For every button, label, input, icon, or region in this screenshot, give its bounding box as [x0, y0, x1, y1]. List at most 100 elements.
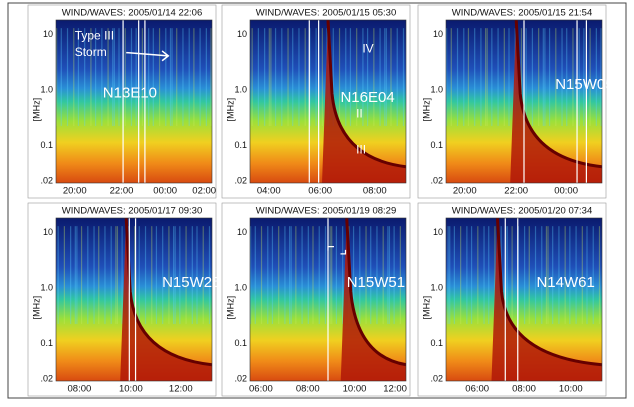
streak	[548, 28, 551, 126]
y-tick-label: 1.0	[234, 282, 247, 292]
streak	[254, 226, 256, 324]
streak	[569, 226, 571, 324]
streak	[56, 28, 58, 126]
streak	[545, 226, 548, 324]
streak	[367, 28, 369, 126]
x-tick-label: 08:00	[296, 384, 320, 395]
streak	[387, 226, 389, 324]
streak	[93, 226, 95, 324]
x-tick-label: 22:00	[504, 186, 528, 197]
streak	[210, 28, 212, 126]
y-tick-label: 1.0	[430, 282, 443, 292]
streak	[168, 226, 170, 324]
streak	[531, 28, 533, 126]
streak	[257, 28, 259, 126]
streak	[491, 28, 493, 126]
streak	[321, 28, 323, 126]
panel: WIND/WAVES: 2005/01/17 09:30 10 1.0 0.1 .02 […	[27, 202, 220, 397]
streak	[600, 28, 602, 126]
streak	[332, 28, 334, 126]
streak	[497, 28, 499, 126]
burst	[491, 218, 602, 381]
streak	[176, 28, 178, 126]
region-label: N13E10	[103, 84, 157, 101]
streak	[191, 226, 193, 324]
panel-title: WIND/WAVES: 2005/01/20 07:34	[452, 206, 592, 217]
streak	[80, 226, 83, 324]
y-axis-label: [MHz]	[225, 296, 235, 320]
streak	[173, 226, 175, 324]
y-tick-label: .02	[430, 373, 443, 383]
streak	[267, 226, 269, 324]
streak	[144, 226, 147, 324]
streak	[115, 226, 117, 324]
streak	[575, 226, 577, 324]
y-tick-label: 1.0	[40, 84, 53, 94]
panel: WIND/WAVES: 2005/01/19 08:29 10 1.0 0.1 .02 […	[221, 202, 411, 397]
streak	[110, 226, 112, 324]
streak	[402, 28, 405, 126]
streak	[130, 28, 133, 126]
spectrogram	[56, 20, 212, 183]
panel: WIND/WAVES: 2005/01/15 21:54 10 1.0 0.1 .02 […	[417, 4, 614, 199]
streak	[284, 226, 286, 324]
y-tick-label: 1.0	[40, 282, 53, 292]
streak	[506, 226, 509, 324]
streak	[152, 28, 154, 126]
streak	[73, 28, 75, 126]
streak	[544, 28, 546, 126]
streak	[66, 28, 69, 126]
streak	[98, 226, 100, 324]
y-tick-label: 10	[433, 227, 443, 237]
streak	[586, 226, 588, 324]
streak	[399, 226, 401, 324]
streak	[84, 28, 86, 126]
streak	[260, 226, 263, 324]
y-tick-label: 1.0	[430, 84, 443, 94]
streak	[379, 28, 381, 126]
y-tick-label: 0.1	[234, 338, 247, 348]
streak	[470, 226, 473, 324]
streak	[270, 28, 272, 126]
x-tick-label: 12:00	[169, 384, 193, 395]
streak	[393, 226, 395, 324]
streak	[118, 28, 120, 126]
streak	[318, 226, 320, 324]
streak	[74, 226, 76, 324]
streak	[295, 226, 297, 324]
streak	[196, 226, 198, 324]
streak	[592, 226, 594, 324]
x-tick-label: 20:00	[453, 186, 477, 197]
image-frame	[55, 217, 213, 382]
streak	[503, 28, 505, 126]
x-tick-label: 10:00	[559, 384, 583, 395]
streak	[483, 226, 485, 324]
streak	[453, 226, 455, 324]
y-tick-label: 10	[237, 29, 247, 39]
streak	[307, 226, 309, 324]
x-tick-label: 00:00	[554, 186, 578, 197]
annotation: III	[356, 143, 366, 157]
streak	[572, 28, 574, 126]
annotation: Type III	[75, 28, 114, 42]
streak	[134, 226, 136, 324]
y-tick-label: 10	[43, 227, 53, 237]
y-tick-label: 0.1	[430, 140, 443, 150]
streak	[250, 226, 252, 324]
streak	[151, 226, 153, 324]
streak	[578, 28, 580, 126]
x-tick-label: 10:00	[343, 384, 367, 395]
burst-edge	[326, 20, 406, 169]
streak	[141, 28, 143, 126]
streak	[396, 28, 398, 126]
burst-edge	[495, 218, 602, 367]
y-tick-label: .02	[40, 175, 53, 185]
streak	[552, 226, 554, 324]
streak	[179, 226, 181, 324]
burst	[322, 20, 406, 183]
streak	[298, 28, 300, 126]
y-tick-label: 0.1	[430, 338, 443, 348]
y-tick-label: 10	[43, 29, 53, 39]
region-label: N15W51	[347, 274, 405, 291]
streak	[477, 226, 479, 324]
